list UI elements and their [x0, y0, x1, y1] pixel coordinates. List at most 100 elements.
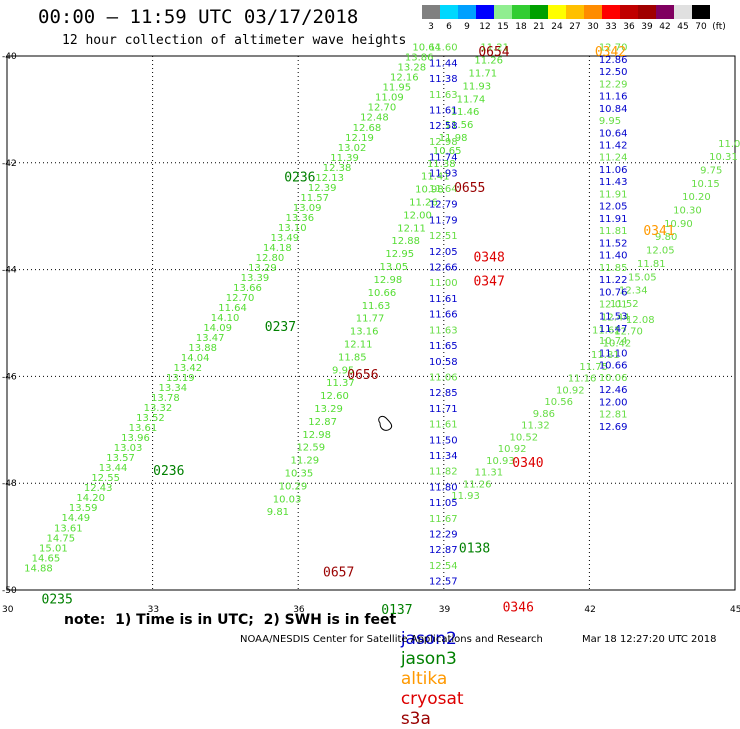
wave-height-value: 14.65 — [32, 553, 61, 564]
wave-height-value: 12.80 — [256, 253, 285, 264]
scale-label: 3 — [428, 22, 434, 32]
pass-label: 0655 — [454, 181, 485, 196]
scale-swatch — [692, 5, 710, 19]
wave-height-value: 11.75 — [579, 362, 608, 373]
wave-height-value: 11.43 — [599, 177, 628, 188]
wave-height-value: 13.61 — [54, 523, 83, 534]
footer-credit: NOAA/NESDIS Center for Satellite Applica… — [240, 634, 543, 645]
wave-height-value: 13.57 — [106, 453, 135, 464]
wave-height-value: 13.44 — [99, 463, 128, 474]
scale-label: 12 — [479, 22, 491, 32]
wave-height-value: 14.18 — [263, 243, 292, 254]
map-subtitle: 12 hour collection of altimeter wave hei… — [62, 33, 407, 48]
wave-height-value: 12.39 — [308, 183, 337, 194]
scale-label: 30 — [587, 22, 599, 32]
scale-label: 70 — [695, 22, 707, 32]
wave-height-value: 11.05 — [429, 498, 458, 509]
wave-height-value: 11.26 — [409, 198, 438, 209]
wave-height-value: 13.42 — [173, 363, 202, 374]
wave-height-value: 10.52 — [509, 432, 538, 443]
wave-height-color-scale — [422, 5, 710, 19]
lat-label: -42 — [2, 159, 17, 169]
scale-swatch — [530, 5, 548, 19]
pass-label: 0236 — [284, 170, 315, 185]
scale-swatch — [494, 5, 512, 19]
wave-height-value: 10.64 — [412, 43, 441, 54]
wave-height-value: 13.78 — [151, 393, 180, 404]
scale-swatch — [440, 5, 458, 19]
wave-height-value: 14.88 — [24, 563, 53, 574]
pass-label: 0654 — [478, 45, 509, 60]
wave-height-value: 13.88 — [188, 343, 217, 354]
wave-height-value: 12.85 — [429, 388, 458, 399]
wave-height-value: 10.31 — [709, 152, 738, 163]
wave-height-value: 13.28 — [397, 63, 426, 74]
scale-swatch — [476, 5, 494, 19]
wave-height-value: 13.61 — [129, 423, 158, 434]
pass-label: 0341 — [643, 224, 674, 239]
wave-height-value: 11.74 — [429, 153, 458, 164]
wave-height-value: 14.04 — [181, 353, 210, 364]
wave-height-value: 10.90 — [664, 219, 693, 230]
wave-height-value: 13.32 — [144, 403, 173, 414]
scale-swatch — [674, 5, 692, 19]
wave-height-value: 11.81 — [591, 350, 620, 361]
wave-height-value: 9.95 — [332, 365, 354, 376]
wave-height-value: 12.98 — [429, 137, 458, 148]
wave-height-value: 10.35 — [285, 469, 314, 480]
wave-height-value: 12.70 — [599, 43, 628, 54]
wave-height-value: 9.95 — [599, 116, 621, 127]
legend-altika: altika — [400, 669, 448, 689]
wave-height-value: 12.69 — [599, 422, 628, 433]
wave-height-value: 12.98 — [374, 275, 403, 286]
wave-height-value: 12.70 — [614, 327, 643, 338]
legend-s3a: s3a — [400, 709, 431, 729]
lon-label: 33 — [148, 605, 159, 615]
wave-height-value: 11.66 — [429, 310, 458, 321]
pass-label: 0340 — [512, 456, 543, 471]
wave-height-value: 12.01 — [599, 299, 628, 310]
wave-height-value: 12.70 — [368, 103, 397, 114]
scale-label: 42 — [659, 22, 671, 32]
wave-height-value: 10.29 — [279, 481, 308, 492]
wave-height-value: 11.81 — [637, 259, 666, 270]
wave-height-value: 10.30 — [673, 206, 702, 217]
scale-swatch — [656, 5, 674, 19]
wave-height-value: 12.08 — [626, 315, 655, 326]
wave-height-value: 10.58 — [429, 357, 458, 368]
pass-label: 0348 — [473, 251, 504, 266]
wave-height-value: 10.76 — [599, 287, 628, 298]
wave-height-value: 12.46 — [599, 385, 628, 396]
pass-label: 0137 — [381, 603, 412, 618]
pass-label: 0237 — [265, 320, 296, 335]
wave-height-value: 11.63 — [429, 90, 458, 101]
wave-height-value: 12.16 — [390, 73, 419, 84]
wave-height-value: 11.81 — [599, 226, 628, 237]
wave-height-value: 11.06 — [599, 165, 628, 176]
wave-height-value: 11.31 — [475, 468, 504, 479]
wave-height-value: 12.29 — [599, 79, 628, 90]
wave-height-value: 11.63 — [362, 301, 391, 312]
wave-height-value: 11.21 — [480, 43, 509, 54]
wave-height-value: 11.47 — [599, 324, 628, 335]
scale-label: 45 — [677, 22, 689, 32]
wave-height-value: 12.05 — [646, 246, 675, 257]
wave-height-value: 11.09 — [375, 93, 404, 104]
pass-label: 0656 — [347, 368, 378, 383]
wave-height-value: 11.93 — [451, 491, 480, 502]
wave-height-value: 11.41 — [421, 172, 450, 183]
legend-note: note: 1) Time is in UTC; 2) SWH is in fe… — [64, 612, 397, 628]
wave-height-value: 12.79 — [429, 200, 458, 211]
wave-height-value: 11.67 — [429, 514, 458, 525]
wave-height-value: 10.98 — [415, 185, 444, 196]
pass-label: 0342 — [595, 45, 626, 60]
wave-height-value: 10.74 — [599, 336, 628, 347]
wave-height-value: 12.81 — [599, 410, 628, 421]
wave-height-value: 11.22 — [599, 275, 628, 286]
wave-height-value: 12.59 — [296, 443, 325, 454]
wave-height-value: 11.64 — [429, 184, 458, 195]
wave-height-value: 12.95 — [385, 249, 414, 260]
wave-height-value: 11.62 — [592, 326, 621, 337]
wave-height-value: 11.38 — [429, 74, 458, 85]
scale-label: (ft) — [712, 22, 726, 32]
